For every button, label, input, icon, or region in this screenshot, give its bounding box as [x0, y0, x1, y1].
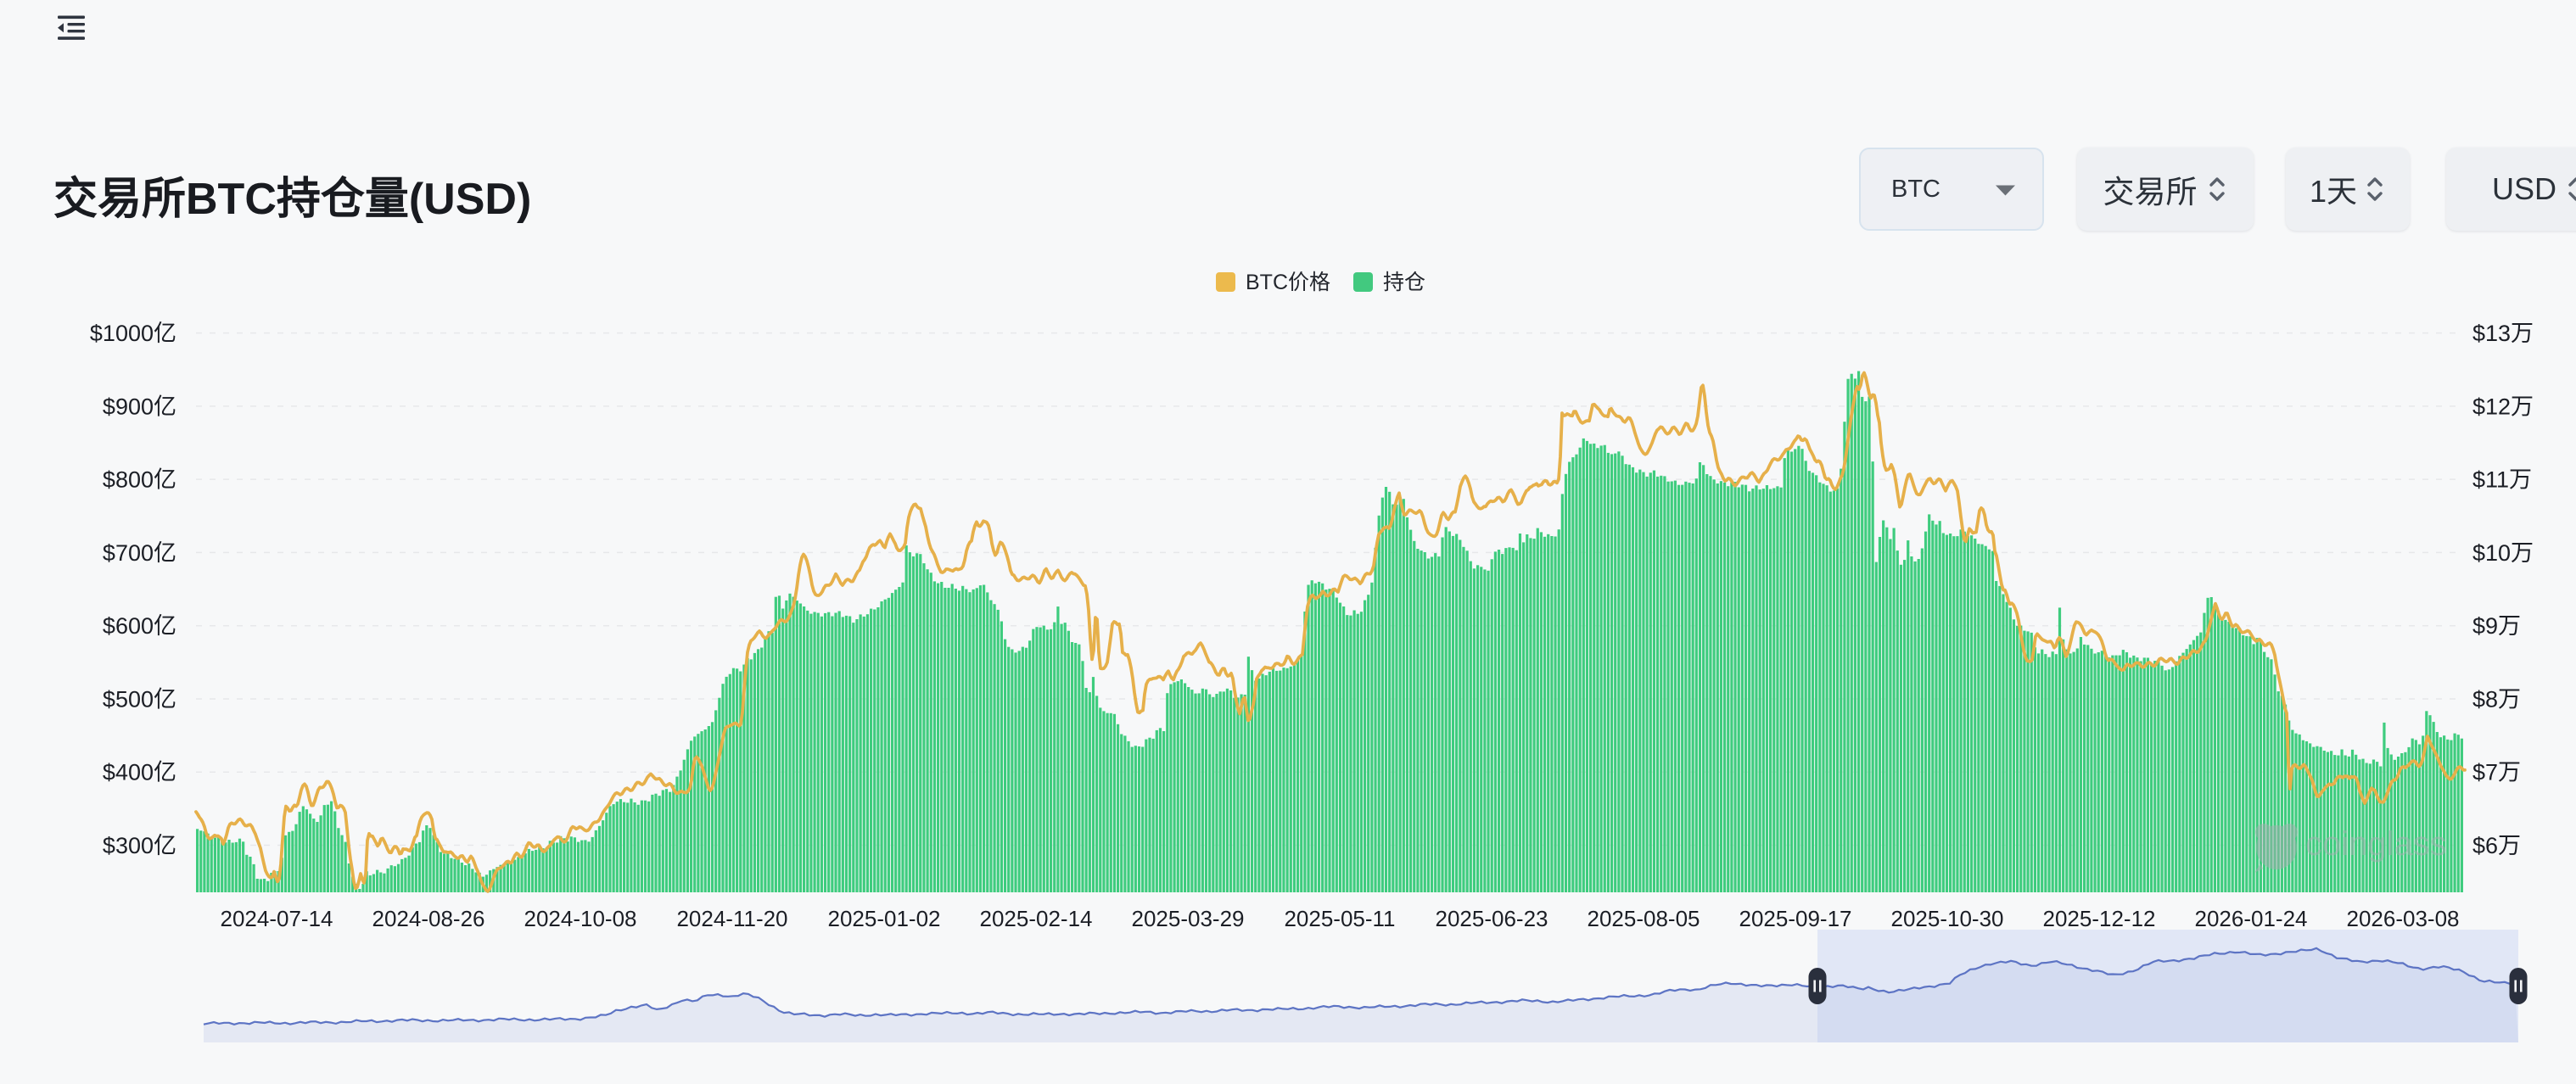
svg-text:2025-12-12: 2025-12-12	[2043, 906, 2156, 931]
svg-text:$11万: $11万	[2472, 467, 2532, 493]
svg-text:$12万: $12万	[2472, 394, 2534, 419]
svg-text:$800亿: $800亿	[103, 467, 176, 493]
svg-text:2025-01-02: 2025-01-02	[828, 906, 941, 931]
svg-text:2025-09-17: 2025-09-17	[1739, 906, 1852, 931]
svg-text:$1000亿: $1000亿	[90, 321, 176, 346]
svg-text:2024-10-08: 2024-10-08	[524, 906, 637, 931]
svg-text:2025-06-23: 2025-06-23	[1436, 906, 1548, 931]
svg-text:2024-07-14: 2024-07-14	[221, 906, 333, 931]
svg-text:$7万: $7万	[2472, 760, 2521, 785]
svg-text:2025-03-29: 2025-03-29	[1132, 906, 1245, 931]
svg-text:2026-03-08: 2026-03-08	[2347, 906, 2460, 931]
svg-text:$700亿: $700亿	[103, 540, 176, 566]
svg-text:coinglass: coinglass	[2305, 825, 2447, 863]
svg-text:$400亿: $400亿	[103, 760, 176, 785]
svg-text:$10万: $10万	[2472, 540, 2534, 566]
svg-text:$9万: $9万	[2472, 613, 2521, 639]
svg-text:$13万: $13万	[2472, 321, 2534, 346]
svg-text:$300亿: $300亿	[103, 833, 176, 858]
svg-text:2025-08-05: 2025-08-05	[1588, 906, 1700, 931]
svg-text:$500亿: $500亿	[103, 687, 176, 712]
svg-text:$900亿: $900亿	[103, 394, 176, 419]
svg-text:BTC价格: BTC价格	[1246, 271, 1330, 294]
svg-text:$6万: $6万	[2472, 833, 2521, 858]
svg-text:2025-05-11: 2025-05-11	[1284, 906, 1395, 931]
svg-text:2025-10-30: 2025-10-30	[1891, 906, 2004, 931]
svg-text:持仓: 持仓	[1383, 271, 1425, 294]
svg-text:2025-02-14: 2025-02-14	[980, 906, 1093, 931]
svg-text:$600亿: $600亿	[103, 613, 176, 639]
svg-text:2024-11-20: 2024-11-20	[676, 906, 787, 931]
svg-text:2026-01-24: 2026-01-24	[2195, 906, 2308, 931]
svg-text:2024-08-26: 2024-08-26	[372, 906, 485, 931]
svg-text:$8万: $8万	[2472, 687, 2521, 712]
